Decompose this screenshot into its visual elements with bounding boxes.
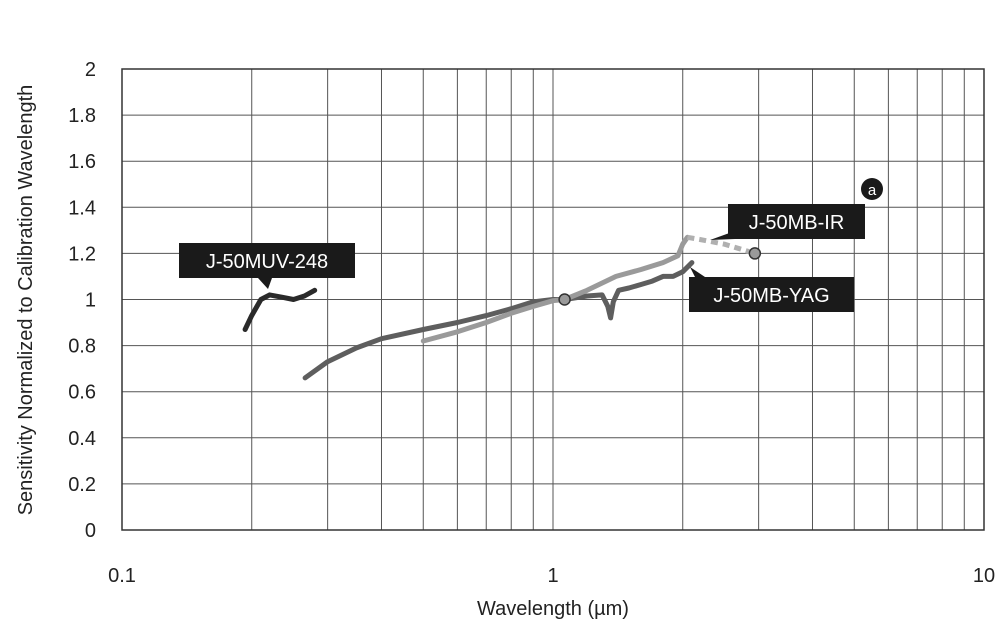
series-line [302,260,695,381]
series-line [420,234,690,344]
callout-label: J-50MB-IR [749,212,845,234]
badge-label: a [868,182,877,199]
x-axis-ticks: 0.1 1 10 [108,565,995,587]
y-axis-title: Sensitivity Normalized to Calibration Wa… [15,85,37,516]
callout-box [728,204,865,239]
calibration-point [748,247,762,260]
callout-box [179,243,355,278]
y-tick-label: 2 [85,59,96,81]
callout-label: J-50MUV-248 [206,251,328,273]
callout-pointer [690,267,705,277]
y-axis-ticks: 0 0.2 0.4 0.6 0.8 1 1.2 1.4 1.6 1.8 2 [68,59,96,542]
x-tick-label: 1 [547,565,558,587]
callout-box [689,277,854,312]
series-layer [242,234,756,381]
y-tick-label: 0 [85,520,96,542]
y-tick-label: 1.2 [68,243,96,265]
y-tick-label: 0.6 [68,382,96,404]
plot-frame [121,68,985,531]
callout-layer: J-50MUV-248 J-50MB-IR J-50MB-YAG a [179,178,883,312]
marker-layer [558,247,762,306]
y-tick-label: 1.4 [68,197,96,219]
y-tick-label: 0.2 [68,474,96,496]
y-tick-label: 1.8 [68,105,96,127]
callout-pointer [258,278,272,289]
series-line [242,287,318,332]
y-tick-label: 1 [85,290,96,312]
y-tick-label: 0.8 [68,336,96,358]
callout-label: J-50MB-YAG [713,285,829,307]
x-tick-label: 10 [973,565,995,587]
badge-circle [861,178,883,200]
series-line-dashed [686,234,756,256]
y-tick-label: 1.6 [68,151,96,173]
calibration-point [558,293,571,306]
y-tick-label: 0.4 [68,428,96,450]
x-tick-label: 0.1 [108,565,136,587]
x-axis-title: Wavelength (µm) [477,598,629,620]
